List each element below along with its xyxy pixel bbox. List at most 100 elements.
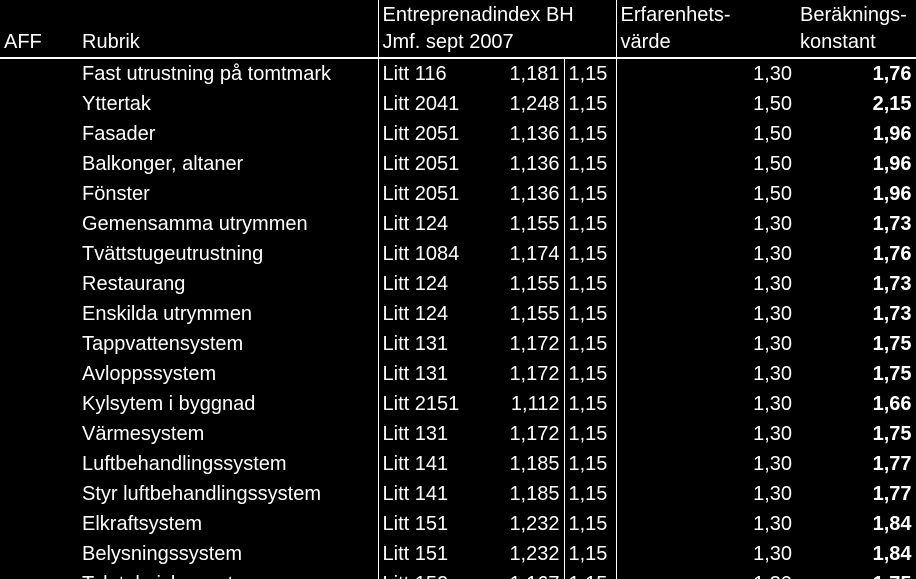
cell-index-value: 1,232 xyxy=(486,539,564,569)
cell-rubrik: Enskilda utrymmen xyxy=(78,299,378,329)
header-entreprenad-2: Jmf. sept 2007 xyxy=(378,29,616,58)
cell-litt: Litt 2151 xyxy=(378,389,486,419)
cell-berakningskonstant: 1,66 xyxy=(796,389,916,419)
cell-aff xyxy=(0,389,78,419)
cell-erfarenhetsvarde: 1,30 xyxy=(616,449,796,479)
cell-col5: 1,15 xyxy=(564,449,616,479)
table-body: Fast utrustning på tomtmarkLitt 1161,181… xyxy=(0,58,916,579)
cell-col5: 1,15 xyxy=(564,179,616,209)
table-row: Styr luftbehandlingssystemLitt 1411,1851… xyxy=(0,479,916,509)
cell-berakningskonstant: 1,75 xyxy=(796,419,916,449)
cell-index-value: 1,136 xyxy=(486,119,564,149)
data-table: Entreprenadindex BH Erfarenhets- Beräkni… xyxy=(0,0,916,579)
cell-erfarenhetsvarde: 1,30 xyxy=(616,539,796,569)
cell-erfarenhetsvarde: 1,30 xyxy=(616,209,796,239)
cell-aff xyxy=(0,119,78,149)
cell-rubrik: Tvättstugeutrustning xyxy=(78,239,378,269)
cell-index-value: 1,181 xyxy=(486,58,564,89)
cell-litt: Litt 151 xyxy=(378,509,486,539)
cell-col5: 1,15 xyxy=(564,119,616,149)
cell-litt: Litt 152 xyxy=(378,569,486,579)
table-row: FasaderLitt 20511,1361,151,501,96 xyxy=(0,119,916,149)
cell-index-value: 1,155 xyxy=(486,299,564,329)
table-row: VärmesystemLitt 1311,1721,151,301,75 xyxy=(0,419,916,449)
cell-berakningskonstant: 1,96 xyxy=(796,149,916,179)
cell-berakningskonstant: 1,75 xyxy=(796,359,916,389)
cell-col5: 1,15 xyxy=(564,359,616,389)
table-row: Enskilda utrymmenLitt 1241,1551,151,301,… xyxy=(0,299,916,329)
cell-litt: Litt 141 xyxy=(378,479,486,509)
cell-index-value: 1,185 xyxy=(486,479,564,509)
header-row-1: Entreprenadindex BH Erfarenhets- Beräkni… xyxy=(0,0,916,29)
cell-col5: 1,15 xyxy=(564,539,616,569)
cell-litt: Litt 151 xyxy=(378,539,486,569)
cell-rubrik: Avloppssystem xyxy=(78,359,378,389)
cell-berakningskonstant: 1,75 xyxy=(796,329,916,359)
table-row: BelysningssystemLitt 1511,2321,151,301,8… xyxy=(0,539,916,569)
cell-berakningskonstant: 1,84 xyxy=(796,509,916,539)
cell-berakningskonstant: 1,77 xyxy=(796,449,916,479)
cell-col5: 1,15 xyxy=(564,149,616,179)
cell-rubrik: Gemensamma utrymmen xyxy=(78,209,378,239)
cell-erfarenhetsvarde: 1,30 xyxy=(616,329,796,359)
header-erfarenhet-2: värde xyxy=(616,29,796,58)
cell-index-value: 1,167 xyxy=(486,569,564,579)
cell-aff xyxy=(0,569,78,579)
cell-berakningskonstant: 1,76 xyxy=(796,239,916,269)
cell-litt: Litt 124 xyxy=(378,299,486,329)
cell-index-value: 1,136 xyxy=(486,179,564,209)
cell-litt: Litt 2041 xyxy=(378,89,486,119)
cell-col5: 1,15 xyxy=(564,389,616,419)
cell-rubrik: Teletekniska system xyxy=(78,569,378,579)
cell-index-value: 1,136 xyxy=(486,149,564,179)
header-aff-2: AFF xyxy=(0,29,78,58)
cell-rubrik: Fast utrustning på tomtmark xyxy=(78,58,378,89)
cell-rubrik: Tappvattensystem xyxy=(78,329,378,359)
table-row: Balkonger, altanerLitt 20511,1361,151,50… xyxy=(0,149,916,179)
cell-index-value: 1,112 xyxy=(486,389,564,419)
cell-berakningskonstant: 1,96 xyxy=(796,119,916,149)
cell-erfarenhetsvarde: 1,30 xyxy=(616,239,796,269)
cell-aff xyxy=(0,479,78,509)
cell-erfarenhetsvarde: 1,50 xyxy=(616,179,796,209)
cell-rubrik: Elkraftsystem xyxy=(78,509,378,539)
cell-rubrik: Styr luftbehandlingssystem xyxy=(78,479,378,509)
cell-litt: Litt 124 xyxy=(378,209,486,239)
table-row: AvloppssystemLitt 1311,1721,151,301,75 xyxy=(0,359,916,389)
header-aff-1 xyxy=(0,0,78,29)
cell-aff xyxy=(0,269,78,299)
cell-col5: 1,15 xyxy=(564,569,616,579)
cell-rubrik: Värmesystem xyxy=(78,419,378,449)
header-beraknings-2: konstant xyxy=(796,29,916,58)
cell-aff xyxy=(0,509,78,539)
cell-litt: Litt 131 xyxy=(378,419,486,449)
cell-index-value: 1,172 xyxy=(486,329,564,359)
cell-index-value: 1,185 xyxy=(486,449,564,479)
cell-index-value: 1,155 xyxy=(486,269,564,299)
cell-litt: Litt 1084 xyxy=(378,239,486,269)
cell-aff xyxy=(0,329,78,359)
cell-col5: 1,15 xyxy=(564,329,616,359)
cell-berakningskonstant: 1,73 xyxy=(796,299,916,329)
cell-rubrik: Yttertak xyxy=(78,89,378,119)
cell-col5: 1,15 xyxy=(564,209,616,239)
cell-aff xyxy=(0,359,78,389)
cell-col5: 1,15 xyxy=(564,299,616,329)
cell-erfarenhetsvarde: 1,30 xyxy=(616,389,796,419)
cell-erfarenhetsvarde: 1,30 xyxy=(616,58,796,89)
cell-rubrik: Luftbehandlingssystem xyxy=(78,449,378,479)
cell-col5: 1,15 xyxy=(564,419,616,449)
cell-col5: 1,15 xyxy=(564,239,616,269)
cell-erfarenhetsvarde: 1,30 xyxy=(616,419,796,449)
cell-index-value: 1,172 xyxy=(486,359,564,389)
table-row: TvättstugeutrustningLitt 10841,1741,151,… xyxy=(0,239,916,269)
cell-index-value: 1,232 xyxy=(486,509,564,539)
cell-erfarenhetsvarde: 1,50 xyxy=(616,119,796,149)
cell-aff xyxy=(0,539,78,569)
cell-berakningskonstant: 1,96 xyxy=(796,179,916,209)
cell-aff xyxy=(0,239,78,269)
cell-rubrik: Fasader xyxy=(78,119,378,149)
cell-index-value: 1,155 xyxy=(486,209,564,239)
cell-berakningskonstant: 1,75 xyxy=(796,569,916,579)
cell-index-value: 1,174 xyxy=(486,239,564,269)
